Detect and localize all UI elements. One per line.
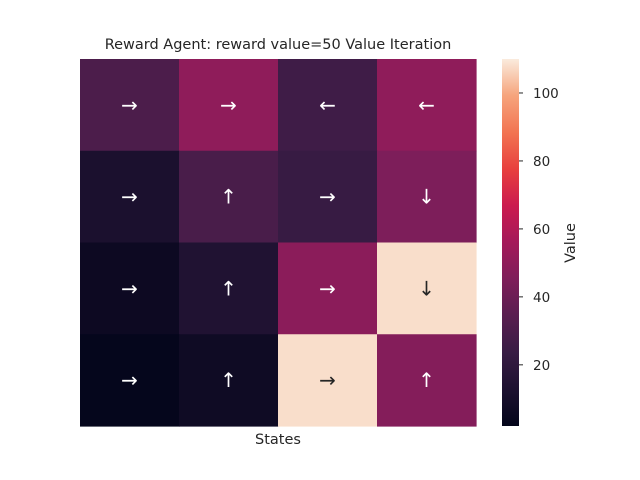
heatmap-cell-r2-c3	[377, 242, 477, 335]
heatmap-cell-r1-c0	[80, 150, 180, 244]
x-axis-label: States	[255, 432, 301, 448]
policy-arrow-r3-c0: →	[121, 368, 138, 392]
heatmap-cell-r0-c1	[179, 59, 279, 152]
policy-arrow-r3-c2: →	[319, 368, 336, 392]
heatmap-cell-r3-c0	[80, 334, 180, 427]
policy-arrow-r0-c2: ←	[319, 93, 336, 117]
heatmap-cell-r0-c2	[278, 59, 378, 152]
policy-arrow-r3-c3: ↑	[418, 368, 435, 392]
heatmap-cell-r2-c2	[278, 242, 378, 335]
colorbar	[502, 59, 519, 426]
policy-arrow-r0-c3: ←	[418, 93, 435, 117]
policy-arrow-r1-c1: ↑	[220, 185, 237, 209]
heatmap-cells	[80, 59, 477, 427]
policy-arrows: → → ← ← → ↑ → ↓ → ↑ → ↓ → ↑ → ↑	[121, 93, 435, 392]
policy-arrow-r0-c0: →	[121, 93, 138, 117]
heatmap-cell-r1-c1	[179, 150, 279, 244]
policy-arrow-r1-c2: →	[319, 185, 336, 209]
policy-arrow-r2-c0: →	[121, 276, 138, 300]
policy-arrow-r3-c1: ↑	[220, 368, 237, 392]
heatmap-cell-r2-c1	[179, 242, 279, 335]
colorbar-tick-label: 80	[533, 154, 550, 170]
heatmap-cell-r1-c3	[377, 150, 477, 244]
colorbar-tick-label: 60	[533, 222, 550, 238]
policy-arrow-r1-c3: ↓	[418, 185, 435, 209]
heatmap-cell-r0-c0	[80, 59, 180, 152]
policy-arrow-r2-c1: ↑	[220, 276, 237, 300]
heatmap-cell-r3-c1	[179, 334, 279, 427]
chart-title: Reward Agent: reward value=50 Value Iter…	[105, 37, 452, 53]
heatmap-cell-r1-c2	[278, 150, 378, 244]
heatmap-cell-r3-c2	[278, 334, 378, 427]
policy-arrow-r0-c1: →	[220, 93, 237, 117]
heatmap-cell-r0-c3	[377, 59, 477, 152]
colorbar-tick-label: 100	[533, 86, 559, 102]
heatmap-cell-r3-c3	[377, 334, 477, 427]
heatmap-cell-r2-c0	[80, 242, 180, 335]
colorbar-tick-label: 20	[533, 358, 550, 374]
colorbar-label: Value	[563, 223, 579, 263]
colorbar-ticks: 20 40 60 80 100	[519, 86, 559, 374]
colorbar-tick-label: 40	[533, 290, 550, 306]
policy-arrow-r1-c0: →	[121, 185, 138, 209]
policy-arrow-r2-c2: →	[319, 276, 336, 300]
policy-arrow-r2-c3: ↓	[418, 276, 435, 300]
